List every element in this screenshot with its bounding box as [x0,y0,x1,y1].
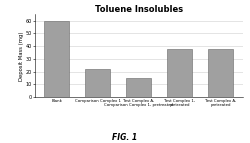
Title: Toluene Insolubles: Toluene Insolubles [95,5,183,14]
Bar [44,21,69,97]
Bar [86,69,110,97]
Bar [126,78,151,97]
Bar [168,49,192,97]
Text: FIG. 1: FIG. 1 [112,133,138,142]
Y-axis label: Deposit Mass (mg): Deposit Mass (mg) [19,31,24,81]
Bar [208,49,233,97]
